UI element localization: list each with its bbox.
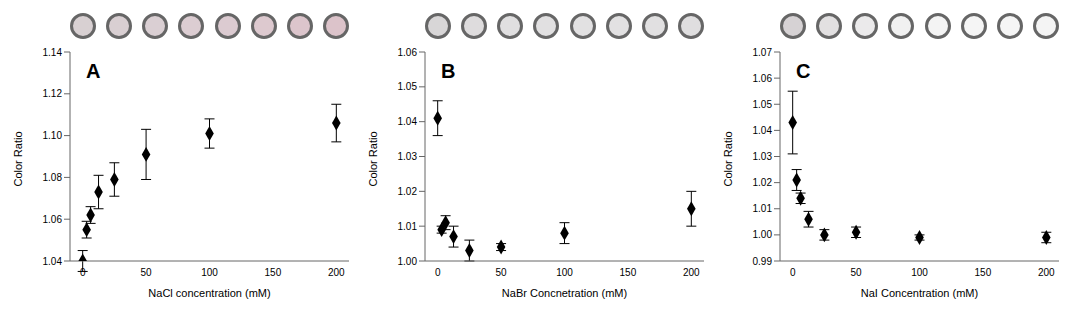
html-text:C: C (796, 60, 811, 82)
svg-text:1.05: 1.05 (398, 81, 418, 92)
svg-text:100: 100 (911, 267, 928, 278)
svg-text:200: 200 (328, 267, 345, 278)
svg-text:150: 150 (620, 267, 637, 278)
svg-text:1.02: 1.02 (753, 177, 773, 188)
svg-text:1.00: 1.00 (753, 229, 773, 240)
svg-text:1.06: 1.06 (753, 73, 773, 84)
svg-text:1.04: 1.04 (753, 125, 773, 136)
svg-text:1.00: 1.00 (398, 256, 418, 267)
svg-text:0: 0 (790, 267, 796, 278)
svg-text:NaI Concentration (mM): NaI Concentration (mM) (861, 287, 978, 299)
svg-text:1.02: 1.02 (398, 186, 418, 197)
svg-text:1.04: 1.04 (398, 116, 418, 127)
svg-text:NaBr Concnetration (mM): NaBr Concnetration (mM) (502, 287, 627, 299)
svg-text:50: 50 (851, 267, 863, 278)
svg-text:Color Ratio: Color Ratio (367, 131, 379, 186)
svg-text:1.06: 1.06 (398, 47, 418, 58)
svg-text:50: 50 (496, 267, 508, 278)
html-text:A: A (86, 60, 101, 82)
svg-text:200: 200 (683, 267, 700, 278)
svg-text:1.14: 1.14 (43, 47, 63, 58)
svg-text:150: 150 (265, 267, 282, 278)
svg-text:1.01: 1.01 (398, 221, 418, 232)
svg-text:NaCl concentration (mM): NaCl concentration (mM) (148, 287, 270, 299)
svg-text:0: 0 (80, 267, 86, 278)
svg-text:150: 150 (975, 267, 992, 278)
svg-text:1.01: 1.01 (753, 203, 773, 214)
svg-text:Color Ratio: Color Ratio (722, 131, 734, 186)
svg-text:0.99: 0.99 (753, 256, 773, 267)
svg-text:1.06: 1.06 (43, 214, 63, 225)
svg-text:1.03: 1.03 (753, 151, 773, 162)
svg-text:1.08: 1.08 (43, 172, 63, 183)
svg-text:200: 200 (1038, 267, 1055, 278)
svg-text:Color Ratio: Color Ratio (12, 131, 24, 186)
svg-text:100: 100 (556, 267, 573, 278)
svg-text:100: 100 (201, 267, 218, 278)
svg-text:50: 50 (141, 267, 153, 278)
svg-text:1.10: 1.10 (43, 130, 63, 141)
svg-text:1.05: 1.05 (753, 99, 773, 110)
svg-text:1.12: 1.12 (43, 88, 63, 99)
svg-text:1.03: 1.03 (398, 151, 418, 162)
svg-text:1.04: 1.04 (43, 256, 63, 267)
svg-text:0: 0 (435, 267, 441, 278)
svg-text:1.07: 1.07 (753, 47, 773, 58)
html-text:B: B (441, 60, 456, 82)
